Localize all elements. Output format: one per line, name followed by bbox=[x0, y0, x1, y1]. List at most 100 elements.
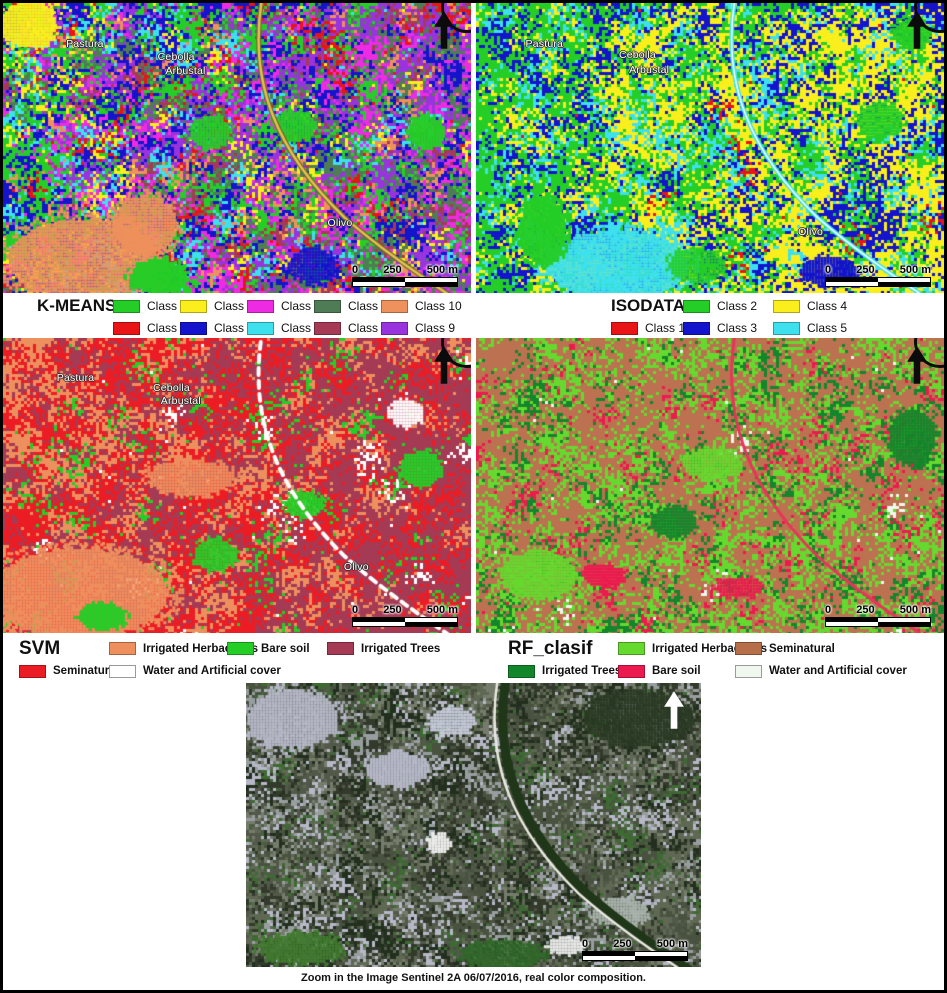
panel-svm-map: Pastura Cebolla Arbustal Olivo 0 250 500 m bbox=[3, 338, 471, 633]
scalebar-segment bbox=[583, 952, 635, 956]
legend-item: Irrigated Herbaceous bbox=[109, 638, 258, 660]
legend-swatch bbox=[227, 642, 254, 655]
legend-item: Class 3 bbox=[683, 321, 773, 335]
legend-title-isodata: ISODATA bbox=[611, 296, 685, 315]
legend-item-label: Class 3 bbox=[717, 321, 758, 335]
scalebar: 0 250 500 m bbox=[825, 264, 931, 287]
legend-item-label: Seminatural bbox=[53, 665, 119, 677]
north-arrow-icon bbox=[906, 346, 928, 384]
scalebar-labels: 0 250 500 m bbox=[352, 604, 458, 616]
north-arrow-icon bbox=[433, 346, 455, 384]
scalebar-label: 500 m bbox=[426, 604, 458, 616]
legend-item: Class 3 bbox=[180, 321, 254, 335]
legend-item-label: Seminatural bbox=[769, 642, 835, 655]
panel-kmeans-map: Pastura Cebolla Arbustal Olivo 0 250 500 m bbox=[3, 3, 471, 293]
legend-swatch bbox=[109, 664, 136, 678]
legend-item-label: Class 7 bbox=[348, 321, 389, 335]
legend-item: Bare soil bbox=[227, 638, 327, 660]
legend-swatch bbox=[113, 321, 140, 335]
scalebar-segment bbox=[826, 278, 878, 282]
scalebar-segment bbox=[353, 282, 405, 286]
scalebar-segment bbox=[353, 622, 405, 626]
legend-item-label: Water and Artificial cover bbox=[769, 665, 907, 677]
legend-swatch bbox=[508, 664, 535, 678]
map-place-label: Cebolla bbox=[618, 49, 656, 62]
scalebar-label: 500 m bbox=[656, 938, 688, 950]
legend-item-label: Water and Artificial cover bbox=[143, 665, 281, 677]
legend-item: Class 4 bbox=[180, 296, 254, 316]
legend-swatch bbox=[683, 299, 710, 313]
legend-item: Irrigated Herbaceous bbox=[618, 638, 767, 660]
legend-item-label: Bare soil bbox=[652, 665, 701, 677]
scalebar: 0 250 500 m bbox=[825, 604, 931, 627]
legend-item: Class 8 bbox=[314, 296, 388, 316]
legend-item: Class 1 bbox=[611, 321, 685, 335]
legend-item: Irrigated Trees bbox=[327, 638, 487, 660]
legend-title-kmeans: K-MEANS bbox=[37, 296, 117, 315]
scalebar-labels: 0 250 500 m bbox=[352, 264, 458, 276]
satellite-row: 0 250 500 m bbox=[3, 683, 944, 969]
scalebar-label: 0 bbox=[582, 938, 589, 950]
legend-swatch bbox=[611, 321, 638, 335]
scalebar-segment bbox=[405, 618, 457, 622]
map-canvas-kmeans bbox=[3, 3, 471, 293]
legend-item: Irrigated Trees bbox=[508, 664, 621, 678]
top-maps-row: Pastura Cebolla Arbustal Olivo 0 250 500 m Pas… bbox=[3, 3, 944, 293]
map-overlay-rf: 0 250 500 m bbox=[476, 338, 944, 633]
map-place-label: Cebolla bbox=[157, 50, 195, 63]
scalebar-label: 500 m bbox=[426, 264, 458, 276]
legend-title-svm: SVM bbox=[19, 637, 61, 659]
scalebar-bar bbox=[825, 617, 931, 627]
legend-item-label: Class 4 bbox=[807, 299, 848, 313]
map-place-label: Arbustal bbox=[629, 63, 670, 76]
legend-kmeans: K-MEANS Class 2 Class 4 Class 6 Class 8 Class… bbox=[3, 293, 462, 338]
scalebar-label: 250 bbox=[613, 938, 632, 950]
legend-title-rf: RF_clasif bbox=[508, 637, 593, 659]
scalebar-label: 500 m bbox=[899, 264, 931, 276]
legend-swatch bbox=[180, 299, 207, 313]
legend-item: Water and Artificial cover bbox=[109, 664, 281, 678]
scalebar-label: 250 bbox=[383, 264, 402, 276]
scalebar-segment bbox=[635, 956, 687, 960]
scalebar-labels: 0 250 500 m bbox=[825, 604, 931, 616]
map-canvas-rf bbox=[476, 338, 944, 633]
map-place-label: Pastura bbox=[525, 37, 564, 50]
scalebar-segment bbox=[635, 952, 687, 956]
scalebar-label: 500 m bbox=[899, 604, 931, 616]
legend-item-label: Class 6 bbox=[281, 299, 322, 313]
legend-swatch bbox=[247, 299, 274, 313]
scalebar-label: 250 bbox=[856, 264, 875, 276]
legend-item: Class 4 bbox=[773, 296, 863, 316]
legend-item-label: Class 5 bbox=[807, 321, 848, 335]
scalebar-segment bbox=[878, 278, 930, 282]
legend-swatch bbox=[19, 664, 46, 678]
scalebar-segment bbox=[826, 618, 878, 622]
scalebar-label: 250 bbox=[856, 604, 875, 616]
north-arrow-icon bbox=[906, 11, 928, 49]
scalebar-labels: 0 250 500 m bbox=[825, 264, 931, 276]
map-place-label: Cebolla bbox=[152, 382, 190, 395]
map-place-label: Pastura bbox=[56, 371, 95, 384]
middle-maps-row: Pastura Cebolla Arbustal Olivo 0 250 500 m 0 25… bbox=[3, 338, 944, 633]
scalebar-segment bbox=[405, 282, 457, 286]
legend-item-label: Class 1 bbox=[147, 321, 188, 335]
scalebar-segment bbox=[878, 282, 930, 286]
legend-swatch bbox=[327, 642, 354, 655]
legend-item-label: Irrigated Trees bbox=[361, 642, 441, 655]
legend-swatch bbox=[773, 321, 800, 335]
legend-item-label: Bare soil bbox=[261, 642, 310, 655]
map-canvas-isodata bbox=[476, 3, 944, 293]
scalebar-segment bbox=[353, 618, 405, 622]
legend-item: Water and Artificial cover bbox=[735, 664, 935, 678]
legend-item: Class 5 bbox=[773, 321, 863, 335]
legend-swatch bbox=[381, 321, 408, 335]
legend-swatch bbox=[247, 321, 274, 335]
legend-item: Class 7 bbox=[314, 321, 388, 335]
scalebar: 0 250 500 m bbox=[582, 938, 688, 961]
legend-item-label: Class 2 bbox=[717, 299, 758, 313]
scalebar-segment bbox=[826, 622, 878, 626]
map-overlay-kmeans: Pastura Cebolla Arbustal Olivo 0 250 500 m bbox=[3, 3, 471, 293]
legend-swatch bbox=[683, 321, 710, 335]
map-canvas-sat bbox=[246, 683, 701, 967]
scalebar-bar bbox=[825, 277, 931, 287]
